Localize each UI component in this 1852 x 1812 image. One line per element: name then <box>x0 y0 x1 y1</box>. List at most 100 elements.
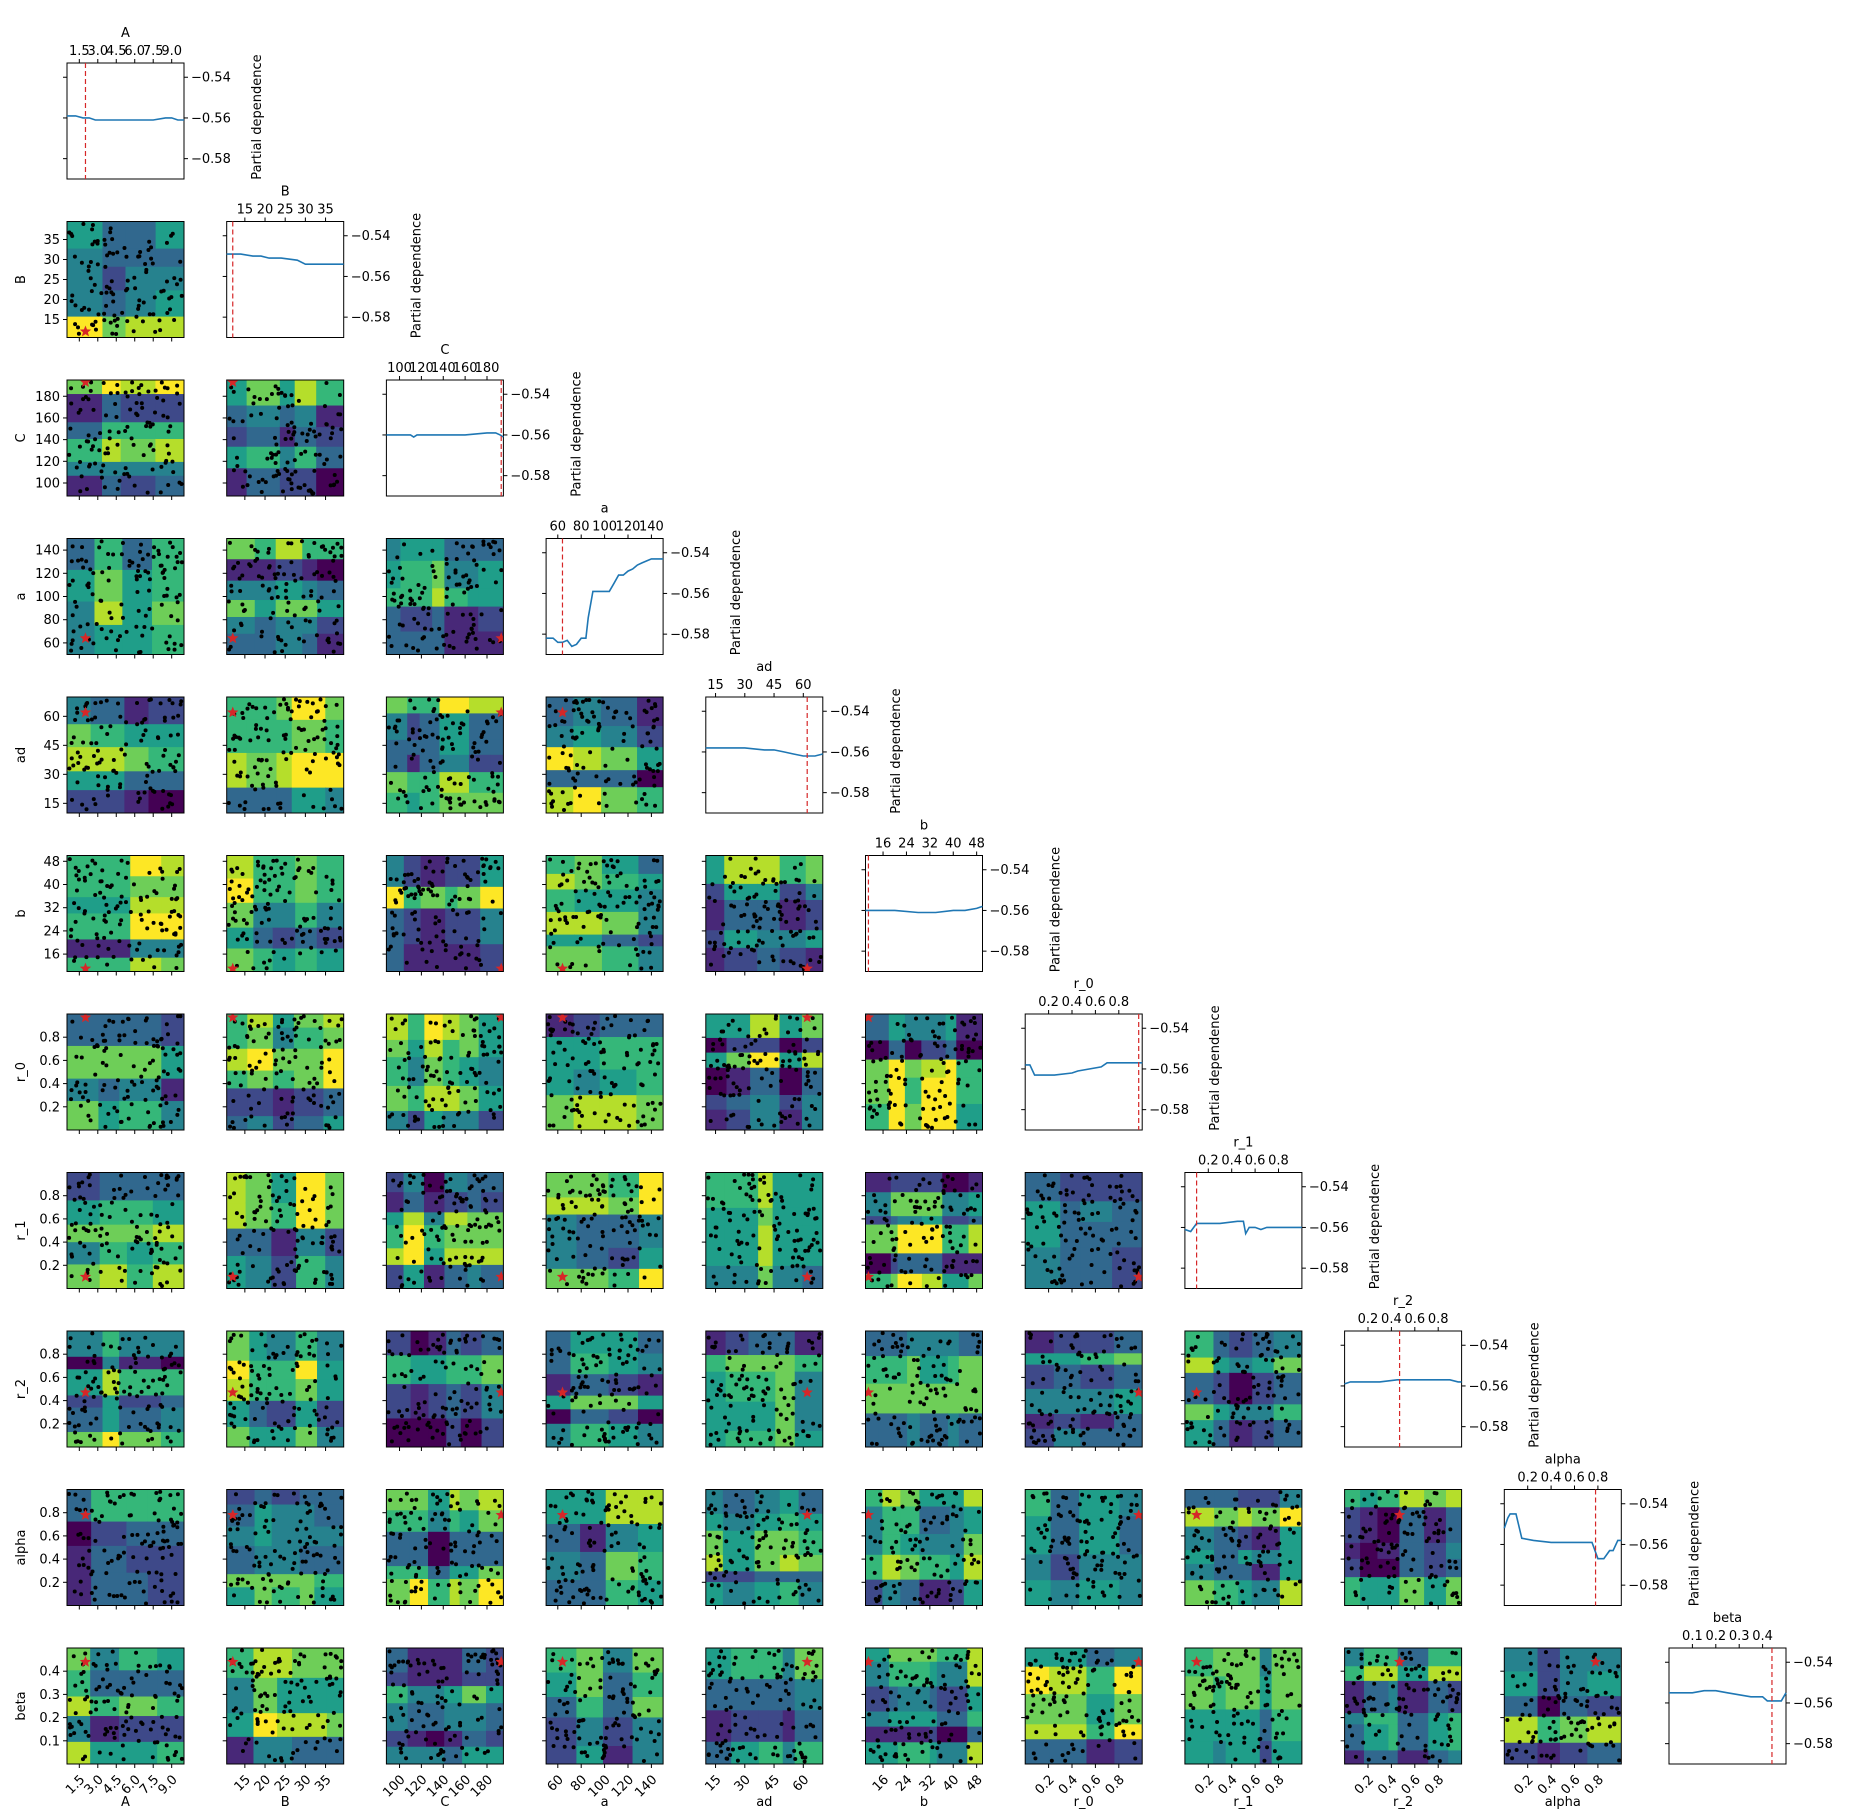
heatmap-cell <box>323 1048 344 1071</box>
heatmap-cell <box>272 902 296 928</box>
sample-point <box>118 714 123 719</box>
sample-point <box>268 767 273 772</box>
sample-point <box>87 1183 92 1188</box>
sample-point <box>576 899 581 904</box>
heatmap-cell <box>293 1014 324 1028</box>
best-point-marker <box>227 1270 239 1282</box>
sample-point <box>337 1249 342 1254</box>
sample-point <box>81 221 86 226</box>
sample-point <box>596 1197 601 1202</box>
heatmap-cell <box>245 1255 272 1289</box>
sample-point <box>90 227 95 232</box>
heatmap-cell <box>386 1224 405 1249</box>
sample-point <box>870 1114 875 1119</box>
sample-point <box>432 1125 437 1130</box>
sample-point <box>447 1080 452 1085</box>
sample-point <box>76 410 81 415</box>
panel-frame <box>385 855 504 972</box>
sample-point <box>570 735 575 740</box>
sample-point <box>627 1035 632 1040</box>
sample-point <box>330 1276 335 1281</box>
sample-point <box>611 1193 616 1198</box>
sample-point <box>161 753 166 758</box>
sample-point <box>642 1122 647 1127</box>
heatmap-cell <box>102 1331 120 1357</box>
sample-point <box>547 703 552 708</box>
sample-point <box>1087 1226 1092 1231</box>
sample-point <box>232 747 237 752</box>
sample-point <box>118 1405 123 1410</box>
heatmap-cell <box>942 1252 970 1274</box>
heatmap-cell <box>148 789 184 813</box>
heatmap-cell <box>295 1331 318 1361</box>
sample-point <box>76 877 81 882</box>
sample-point <box>434 1069 439 1074</box>
sample-point <box>173 1344 178 1349</box>
sample-point <box>240 710 245 715</box>
heatmap-cell <box>124 770 150 791</box>
sample-point <box>744 1192 749 1197</box>
sample-point <box>499 1050 504 1055</box>
sample-point <box>399 1207 404 1212</box>
sample-point <box>456 1088 461 1093</box>
sample-point <box>273 780 278 785</box>
sample-point <box>658 1101 663 1106</box>
sample-point <box>445 1422 450 1427</box>
sample-point <box>131 1410 136 1415</box>
heatmap-cell <box>478 560 504 589</box>
sample-point <box>266 1173 271 1178</box>
sample-point <box>479 1372 484 1377</box>
sample-point <box>745 1377 750 1382</box>
sample-point <box>486 542 491 547</box>
sample-point <box>603 763 608 768</box>
sample-point <box>624 710 629 715</box>
heatmap-cell <box>705 899 725 931</box>
sample-point <box>279 390 284 395</box>
sample-point <box>415 937 420 942</box>
sample-point <box>85 1359 90 1364</box>
sample-point <box>734 1085 739 1090</box>
sample-point <box>1119 1173 1124 1178</box>
sample-point <box>792 1097 797 1102</box>
sample-point <box>178 551 183 556</box>
sample-point <box>929 1267 934 1272</box>
sample-point <box>732 1064 737 1069</box>
sample-point <box>575 762 580 767</box>
sample-point <box>102 913 107 918</box>
sample-point <box>640 1083 645 1088</box>
heatmap-cell <box>279 426 296 447</box>
heatmap-cell <box>546 1331 572 1354</box>
sample-point <box>339 545 344 550</box>
sample-point <box>469 1364 474 1369</box>
sample-point <box>115 1254 120 1259</box>
heatmap-cell <box>601 769 638 788</box>
sample-point <box>417 1416 422 1421</box>
sample-point <box>304 438 309 443</box>
sample-point <box>633 780 638 785</box>
heatmap-cell <box>155 461 184 476</box>
sample-point <box>603 1119 608 1124</box>
sample-point <box>394 1224 399 1229</box>
sample-point <box>903 1082 908 1087</box>
sample-point <box>947 1230 952 1235</box>
heatmap-cell <box>639 1172 664 1198</box>
sample-point <box>431 1342 436 1347</box>
sample-point <box>445 713 450 718</box>
sample-point <box>134 624 139 629</box>
sample-point <box>266 1185 271 1190</box>
sample-point <box>90 592 95 597</box>
sample-point <box>69 641 74 646</box>
sample-point <box>420 590 425 595</box>
sample-point <box>591 1353 596 1358</box>
sample-point <box>389 1439 394 1444</box>
sample-point <box>471 616 476 621</box>
panel-frame <box>385 1172 504 1289</box>
heatmap-cell <box>942 1273 970 1289</box>
sample-point <box>914 1199 919 1204</box>
heatmap-cell <box>890 1252 899 1274</box>
sample-point <box>462 1431 467 1436</box>
sample-point <box>324 874 329 879</box>
sample-point <box>463 1267 468 1272</box>
sample-point <box>617 1348 622 1353</box>
sample-point <box>1062 1203 1067 1208</box>
